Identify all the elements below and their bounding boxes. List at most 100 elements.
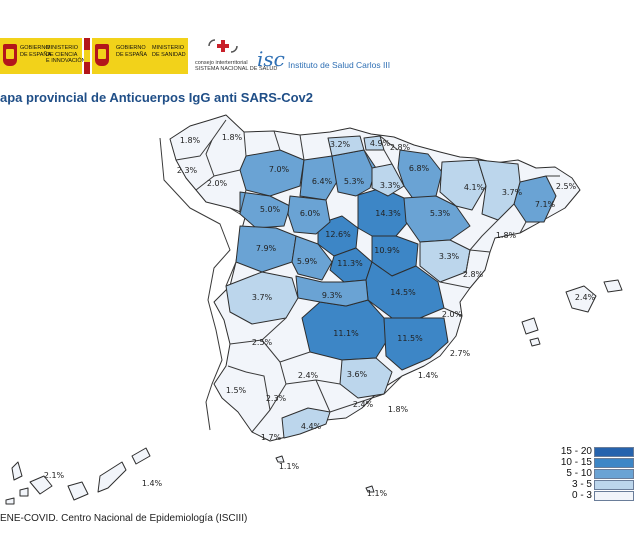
region-lleida [477, 159, 521, 221]
source-note: ENE-COVID. Centro Nacional de Epidemiolo… [0, 513, 248, 524]
province-label: 4.1% [464, 183, 485, 192]
province-label: 11.3% [337, 259, 363, 268]
province-label: 3.3% [380, 181, 401, 190]
region-albacete [383, 317, 449, 371]
region-baleares-mallorca [565, 285, 597, 313]
logo-text-ministerio-sanidad: MINISTERIO DE SANIDAD [152, 45, 186, 58]
legend-row: 5 - 10 [552, 468, 637, 480]
province-label: 2.7% [450, 349, 471, 358]
region-melilla [365, 485, 375, 493]
province-label: 1.8% [180, 136, 201, 145]
logo-text-ministerio-ciencia: MINISTERIO DE CIENCIA E INNOVACIÓN [46, 45, 86, 64]
portugal-border [159, 137, 231, 431]
province-label: 5.3% [430, 209, 451, 218]
svg-text:isc: isc [257, 47, 285, 71]
consejo-text: consejo interterritorial SISTEMA NACIONA… [195, 60, 278, 72]
region-canarias-gomera [19, 487, 29, 497]
province-label: 7.0% [269, 165, 290, 174]
province-label: 7.9% [256, 244, 277, 253]
province-label: 2.4% [298, 371, 319, 380]
province-label: 14.3% [375, 209, 401, 218]
province-label: 4.4% [301, 422, 322, 431]
legend-label: 3 - 5 [571, 479, 592, 490]
province-label: 1.1% [367, 489, 388, 498]
region-avila [291, 235, 333, 281]
legend-row: 3 - 5 [552, 479, 637, 491]
region-baleares-ibiza [521, 317, 539, 335]
region-caceres [225, 271, 299, 325]
legend-row: 0 - 3 [552, 490, 637, 502]
region-canarias-gran-canaria [67, 481, 89, 501]
region-baleares-formentera [529, 337, 541, 347]
province-label: 2.0% [207, 179, 228, 188]
region-canarias-hierro [5, 497, 15, 505]
legend-row: 15 - 20 [552, 446, 637, 458]
legend-swatch [594, 469, 634, 479]
region-canarias-fuerteventura [97, 461, 127, 493]
logo-text-gobierno-1: GOBIERNO DE ESPAÑA [20, 45, 52, 58]
province-label: 5.0% [260, 205, 281, 214]
region-malaga [281, 407, 331, 439]
province-label: 2.8% [463, 270, 484, 279]
region-canarias-la-palma [11, 461, 23, 481]
isciii-logo-icon: isc [257, 47, 285, 71]
province-label: 6.8% [409, 164, 430, 173]
province-label: 7.1% [535, 200, 556, 209]
legend-row: 10 - 15 [552, 457, 637, 469]
spain-crest-icon [95, 44, 109, 66]
province-label: 14.5% [390, 288, 416, 297]
province-label: 3.6% [347, 370, 368, 379]
region-leon [239, 149, 305, 197]
province-label: 6.0% [300, 209, 321, 218]
region-zaragoza [403, 195, 471, 243]
legend-label: 15 - 20 [560, 446, 592, 457]
province-label: 2.5% [252, 338, 273, 347]
province-label: 3.3% [439, 252, 460, 261]
province-label: 2.3% [177, 166, 198, 175]
region-valladolid [287, 195, 331, 235]
province-labels: 1.8% 1.8%2.3%2.0%3.2% 4.9% 2.8%6.8%3.3%7.0%… [44, 133, 596, 498]
region-baleares-menorca [603, 279, 623, 293]
legend-swatch [594, 491, 634, 501]
province-label: 9.3% [322, 291, 343, 300]
province-label: 3.7% [252, 293, 273, 302]
province-label: 4.9% [370, 139, 391, 148]
province-label: 2.8% [390, 143, 411, 152]
gobierno-sanidad-logo: GOBIERNO DE ESPAÑA MINISTERIO DE SANIDAD [92, 38, 188, 74]
province-label: 3.2% [330, 140, 351, 149]
legend-label: 10 - 15 [560, 457, 592, 468]
legend-swatch [594, 458, 634, 468]
province-label: 1.8% [388, 405, 409, 414]
province-label: 5.9% [297, 257, 318, 266]
logo-text-gobierno-2: GOBIERNO DE ESPAÑA [116, 45, 148, 58]
province-label: 1.7% [261, 433, 282, 442]
province-label: 2.1% [44, 471, 65, 480]
legend-label: 5 - 10 [566, 468, 592, 479]
province-label: 3.7% [502, 188, 523, 197]
province-label: 12.6% [325, 230, 351, 239]
consejo-interterritorial-icon [208, 39, 238, 53]
region-ceuta [275, 455, 285, 463]
province-label: 2.3% [266, 394, 287, 403]
province-label: 1.4% [142, 479, 163, 488]
province-label: 11.5% [397, 334, 423, 343]
header-logos: GOBIERNO DE ESPAÑA MINISTERIO DE CIENCIA… [0, 38, 400, 76]
region-alava [371, 163, 405, 197]
province-label: 2.4% [575, 293, 596, 302]
region-toledo [295, 275, 369, 307]
legend-swatch [594, 480, 634, 490]
map-title: apa provincial de Anticuerpos IgG anti S… [0, 90, 314, 105]
province-label: 1.8% [496, 231, 517, 240]
province-label: 11.1% [333, 329, 359, 338]
province-label: 6.4% [312, 177, 333, 186]
region-canarias-tenerife [29, 475, 53, 495]
eu-flag-icon [84, 38, 90, 74]
province-label: 1.4% [418, 371, 439, 380]
gobierno-ciencia-logo: GOBIERNO DE ESPAÑA MINISTERIO DE CIENCIA… [0, 38, 86, 74]
region-canarias-lanzarote [131, 447, 151, 465]
province-label: 1.1% [279, 462, 300, 471]
spain-crest-icon [3, 44, 17, 66]
province-label: 2.0% [442, 310, 463, 319]
province-label: 2.4% [353, 400, 374, 409]
